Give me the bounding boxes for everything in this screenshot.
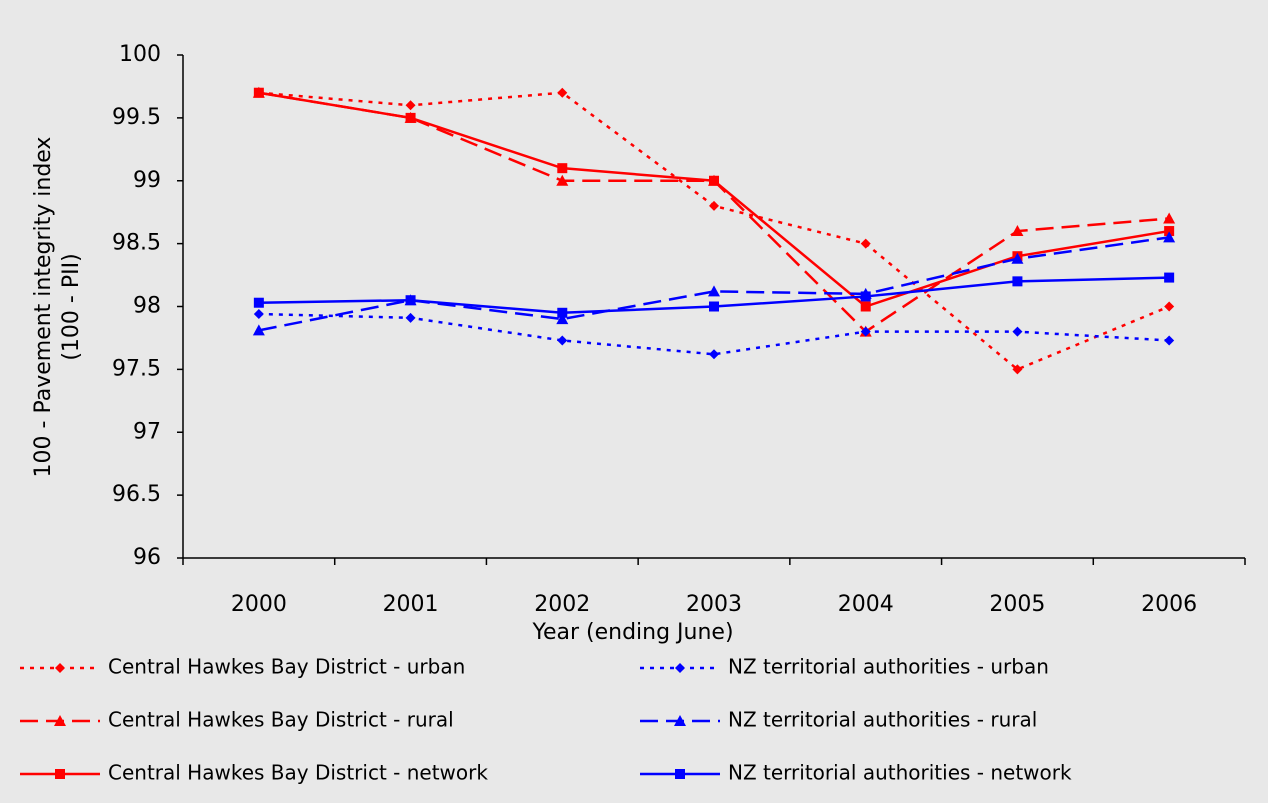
x-axis-label: Year (ending June): [531, 620, 733, 645]
marker: [557, 307, 568, 318]
marker: [1164, 335, 1175, 346]
x-tick-label: 2002: [534, 592, 590, 617]
marker: [1164, 226, 1175, 237]
y-tick-label: 98.5: [112, 231, 161, 256]
marker: [556, 174, 569, 186]
marker: [675, 663, 685, 673]
marker: [55, 663, 65, 673]
marker: [253, 87, 264, 98]
marker: [1011, 225, 1024, 237]
marker: [557, 163, 568, 174]
marker: [253, 297, 264, 308]
y-tick-label: 96.5: [112, 482, 161, 507]
marker: [405, 112, 416, 123]
legend-label: NZ territorial authorities - network: [728, 761, 1072, 785]
y-axis-label: 100 - Pavement integrity index: [31, 137, 56, 478]
marker: [1163, 212, 1176, 224]
y-tick-label: 99: [133, 168, 161, 193]
legend-label: Central Hawkes Bay District - network: [108, 761, 488, 785]
marker: [709, 200, 719, 211]
marker: [1164, 301, 1175, 312]
y-tick-label: 100: [119, 42, 161, 67]
marker: [674, 715, 686, 726]
y-tick-label: 97: [133, 419, 161, 444]
marker: [557, 87, 568, 98]
legend-label: Central Hawkes Bay District - rural: [108, 708, 454, 732]
y-tick-label: 96: [133, 545, 161, 570]
marker: [54, 715, 66, 726]
marker: [708, 285, 720, 297]
marker: [860, 326, 871, 337]
x-tick-label: 2004: [838, 592, 894, 617]
marker: [253, 309, 264, 320]
y-axis-label: (100 - PII): [59, 253, 84, 360]
y-tick-label: 97.5: [112, 356, 161, 381]
marker: [1012, 276, 1023, 287]
legend-label: NZ territorial authorities - urban: [728, 655, 1049, 679]
marker: [405, 295, 416, 306]
legend-label: Central Hawkes Bay District - urban: [108, 655, 465, 679]
marker: [1164, 272, 1175, 283]
marker: [860, 238, 871, 249]
marker: [55, 769, 65, 779]
marker: [1012, 364, 1023, 375]
marker: [556, 313, 569, 325]
x-tick-label: 2003: [686, 592, 742, 617]
marker: [252, 324, 265, 336]
x-tick-label: 2006: [1141, 592, 1197, 617]
series: [253, 309, 1175, 360]
marker: [405, 312, 416, 323]
marker: [405, 100, 416, 111]
marker: [1163, 231, 1176, 243]
marker: [860, 291, 871, 302]
x-tick-label: 2005: [989, 592, 1045, 617]
series: [253, 87, 1175, 375]
marker: [709, 301, 719, 312]
marker: [1011, 252, 1024, 264]
marker: [1012, 326, 1023, 337]
y-tick-label: 98: [133, 294, 161, 319]
marker: [709, 175, 719, 186]
x-tick-label: 2001: [383, 592, 439, 617]
marker: [709, 349, 719, 360]
marker: [675, 769, 685, 779]
marker: [860, 301, 871, 312]
legend-label: NZ territorial authorities - rural: [728, 708, 1037, 732]
marker: [557, 335, 568, 346]
y-tick-label: 99.5: [112, 105, 161, 130]
x-tick-label: 2000: [231, 592, 287, 617]
series: [253, 272, 1175, 318]
